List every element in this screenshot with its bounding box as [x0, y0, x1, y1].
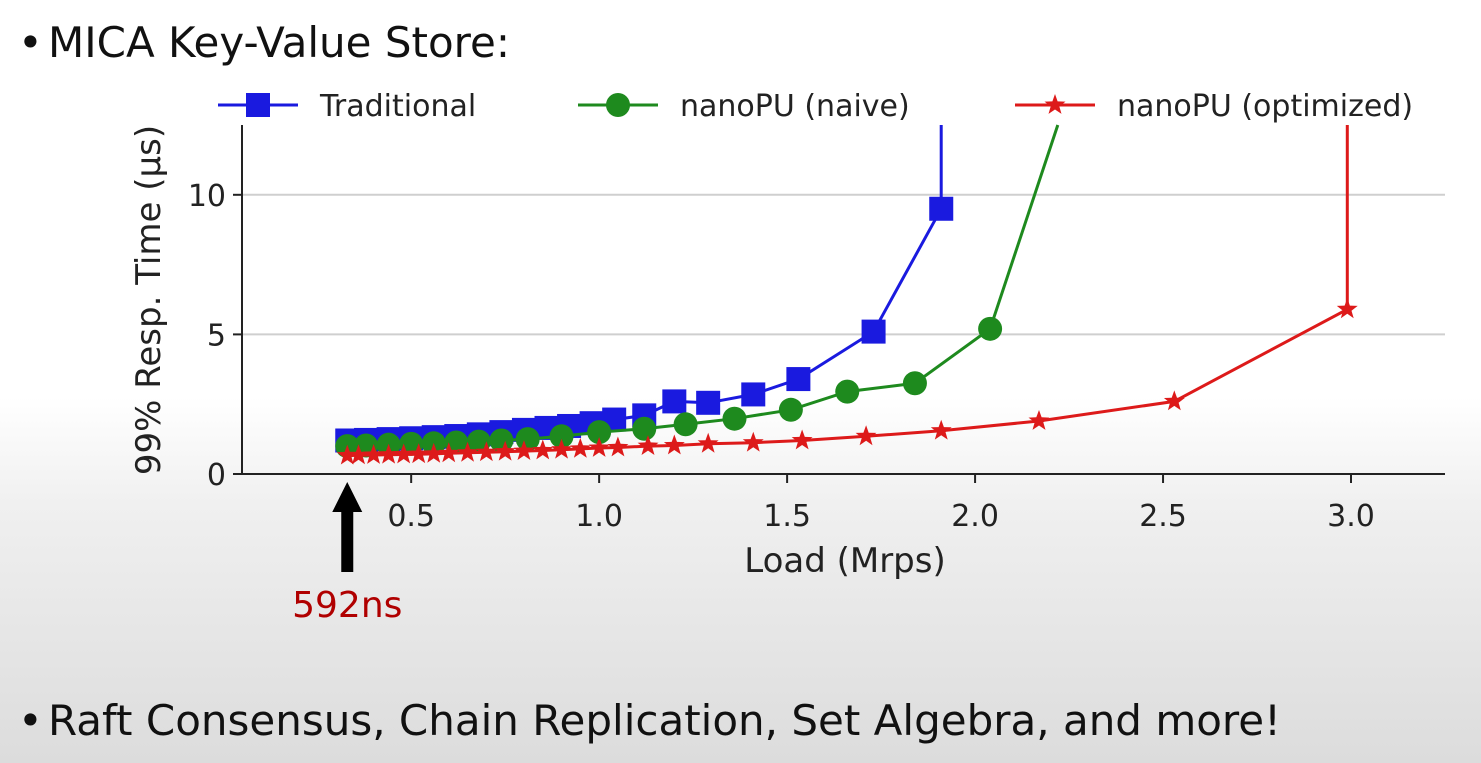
- data-point: [393, 443, 415, 464]
- x-tick-label: 3.0: [1327, 499, 1375, 534]
- data-point: [588, 437, 610, 457]
- series-star: [336, 125, 1358, 465]
- data-point: [246, 93, 270, 117]
- data-point: [1044, 94, 1066, 114]
- bullet-mica: • MICA Key-Value Store:: [18, 22, 510, 64]
- data-point: [475, 441, 497, 462]
- data-point: [673, 412, 698, 437]
- data-point: [569, 437, 591, 458]
- y-tick-label: 0: [207, 458, 226, 493]
- bullet-dot: •: [18, 696, 43, 745]
- data-point: [930, 419, 952, 440]
- bullet-more: • Raft Consensus, Chain Replication, Set …: [18, 700, 1281, 742]
- x-tick-label: 0.5: [387, 499, 435, 534]
- data-point: [791, 429, 813, 450]
- legend: Traditional nanoPU (naive) nanoPU (optimiz…: [218, 89, 1413, 124]
- x-tick-label: 2.0: [951, 499, 999, 534]
- data-point: [438, 442, 460, 463]
- data-point: [1336, 298, 1358, 319]
- annotation-label: 592ns: [292, 585, 402, 626]
- data-point: [348, 444, 369, 465]
- legend-label: nanoPU (naive): [680, 89, 910, 124]
- x-tick-label: 1.0: [575, 499, 623, 534]
- data-point: [663, 434, 685, 455]
- data-point: [929, 196, 954, 221]
- x-tick-label: 2.5: [1139, 499, 1187, 534]
- data-point: [835, 379, 860, 404]
- data-point: [336, 444, 358, 465]
- data-point: [513, 440, 535, 460]
- data-point: [861, 319, 886, 344]
- data-point: [363, 444, 384, 464]
- data-point: [778, 397, 803, 422]
- y-tick-label: 10: [188, 179, 226, 214]
- data-point: [741, 382, 766, 407]
- data-point: [549, 424, 574, 449]
- legend-entry: nanoPU (naive): [578, 89, 910, 124]
- y-axis-label: 99% Resp. Time (μs): [129, 125, 169, 475]
- data-point: [607, 436, 629, 457]
- data-point: [722, 406, 747, 431]
- data-point: [408, 443, 430, 464]
- data-point: [423, 442, 445, 463]
- data-point: [697, 432, 719, 453]
- data-point: [662, 389, 687, 414]
- legend-label: nanoPU (optimized): [1117, 89, 1413, 124]
- legend-entry: Traditional: [218, 89, 476, 124]
- data-point: [742, 431, 764, 452]
- data-point: [696, 390, 721, 415]
- annotation: 592ns: [292, 482, 402, 626]
- legend-label: Traditional: [319, 89, 476, 124]
- data-point: [637, 435, 659, 455]
- x-tick-label: 1.5: [763, 499, 811, 534]
- data-point: [632, 416, 657, 441]
- annotation-arrow-head: [332, 482, 363, 512]
- chart: 0.5 1.0 1.5 2.0 2.5 3.0 0 5 10 Load (Mrps) 99% Res…: [129, 89, 1445, 626]
- data-point: [515, 427, 540, 452]
- data-point: [532, 439, 554, 460]
- bullet-more-text: Raft Consensus, Chain Replication, Set A…: [48, 696, 1281, 745]
- data-point: [606, 93, 630, 117]
- x-axis-label: Load (Mrps): [744, 541, 946, 581]
- data-point: [378, 443, 400, 464]
- data-point: [457, 441, 478, 462]
- data-point: [902, 371, 927, 396]
- data-point: [786, 367, 811, 392]
- y-tick-label: 5: [207, 318, 226, 353]
- series-layer: [335, 124, 1358, 465]
- legend-entry: nanoPU (optimized): [1015, 89, 1413, 124]
- series-line: [347, 125, 1349, 458]
- axes: 0.5 1.0 1.5 2.0 2.5 3.0 0 5 10 Load (Mrps) 99% Res…: [129, 125, 1445, 581]
- data-point: [855, 425, 877, 446]
- data-point: [1028, 410, 1050, 430]
- data-point: [551, 438, 572, 459]
- data-point: [587, 420, 612, 445]
- data-point: [494, 440, 516, 461]
- data-point: [489, 428, 514, 453]
- annotation-arrow-shaft: [341, 500, 354, 572]
- grid: [242, 193, 1445, 336]
- series-square: [335, 125, 954, 453]
- data-point: [1163, 390, 1185, 411]
- bullet-dot: •: [18, 18, 43, 67]
- data-point: [978, 316, 1003, 341]
- bullet-mica-text: MICA Key-Value Store:: [48, 18, 510, 67]
